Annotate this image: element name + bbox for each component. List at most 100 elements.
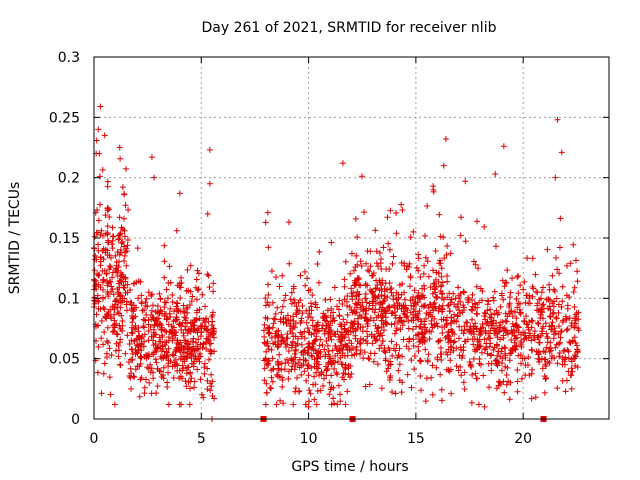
- data-point: [348, 250, 355, 257]
- data-point: [528, 395, 535, 402]
- data-point: [494, 334, 501, 341]
- data-point: [91, 267, 98, 274]
- data-point: [482, 328, 489, 335]
- data-point: [388, 310, 395, 317]
- data-point: [456, 307, 463, 314]
- x-tick-label: 0: [90, 431, 99, 447]
- data-point: [477, 361, 484, 368]
- data-point: [298, 371, 305, 378]
- data-point: [433, 320, 440, 327]
- data-point: [170, 352, 177, 359]
- data-point: [509, 320, 516, 327]
- data-point: [264, 209, 271, 216]
- data-point: [337, 338, 344, 345]
- data-point: [389, 388, 396, 395]
- data-point: [183, 370, 190, 377]
- data-point: [201, 360, 208, 367]
- data-point: [563, 315, 570, 322]
- data-point: [436, 211, 443, 218]
- data-point: [113, 268, 120, 275]
- data-point: [451, 318, 458, 325]
- data-point: [182, 378, 189, 385]
- data-point: [100, 370, 107, 377]
- data-point: [389, 352, 396, 359]
- data-point: [121, 285, 128, 292]
- data-point: [554, 385, 561, 392]
- data-point: [463, 319, 470, 326]
- data-point: [306, 387, 313, 394]
- data-point: [367, 315, 374, 322]
- data-point: [105, 206, 112, 213]
- data-point: [166, 263, 173, 270]
- data-point: [182, 337, 189, 344]
- data-point: [428, 374, 435, 381]
- data-point: [380, 327, 387, 334]
- data-point: [492, 171, 499, 178]
- data-point: [136, 335, 143, 342]
- data-point: [429, 391, 436, 398]
- data-point: [94, 207, 101, 214]
- data-point: [345, 371, 352, 378]
- data-point: [191, 358, 198, 365]
- data-point: [184, 266, 191, 273]
- data-point: [567, 340, 574, 347]
- data-point: [486, 314, 493, 321]
- data-point: [306, 398, 313, 405]
- data-point: [357, 324, 364, 331]
- data-point: [554, 266, 561, 273]
- data-point: [335, 306, 342, 313]
- data-point: [94, 292, 101, 299]
- data-point: [168, 323, 175, 330]
- data-point: [116, 235, 123, 242]
- data-point: [544, 246, 551, 253]
- data-point: [538, 308, 545, 315]
- data-point: [410, 294, 417, 301]
- data-point: [542, 349, 549, 356]
- data-point: [433, 364, 440, 371]
- data-point: [332, 343, 339, 350]
- data-point: [498, 292, 505, 299]
- data-point: [140, 323, 147, 330]
- data-point: [507, 289, 514, 296]
- data-point: [491, 288, 498, 295]
- data-point: [532, 394, 539, 401]
- data-point: [448, 344, 455, 351]
- data-point: [207, 387, 214, 394]
- data-point: [444, 243, 451, 250]
- data-point: [275, 367, 282, 374]
- data-point: [330, 309, 337, 316]
- data-point: [490, 297, 497, 304]
- data-point: [308, 303, 315, 310]
- data-point: [97, 201, 104, 208]
- data-point: [443, 322, 450, 329]
- data-point: [323, 366, 330, 373]
- data-point: [452, 295, 459, 302]
- data-point: [562, 388, 569, 395]
- data-point: [383, 266, 390, 273]
- data-point: [375, 312, 382, 319]
- data-point: [420, 270, 427, 277]
- data-point: [486, 330, 493, 337]
- data-point: [156, 290, 163, 297]
- data-point: [265, 244, 272, 251]
- data-point: [401, 260, 408, 267]
- data-point: [331, 331, 338, 338]
- data-point: [326, 329, 333, 336]
- data-point: [356, 275, 363, 282]
- data-point: [157, 345, 164, 352]
- data-point: [99, 279, 106, 286]
- data-point: [146, 379, 153, 386]
- data-point: [141, 390, 148, 397]
- data-point: [204, 271, 211, 278]
- data-point: [114, 249, 121, 256]
- data-point: [324, 342, 331, 349]
- data-point: [264, 315, 271, 322]
- data-point: [423, 327, 430, 334]
- data-point: [514, 366, 521, 373]
- data-point: [525, 354, 532, 361]
- data-point: [121, 215, 128, 222]
- data-point: [498, 360, 505, 367]
- data-point: [435, 305, 442, 312]
- data-point: [336, 297, 343, 304]
- data-point: [370, 317, 377, 324]
